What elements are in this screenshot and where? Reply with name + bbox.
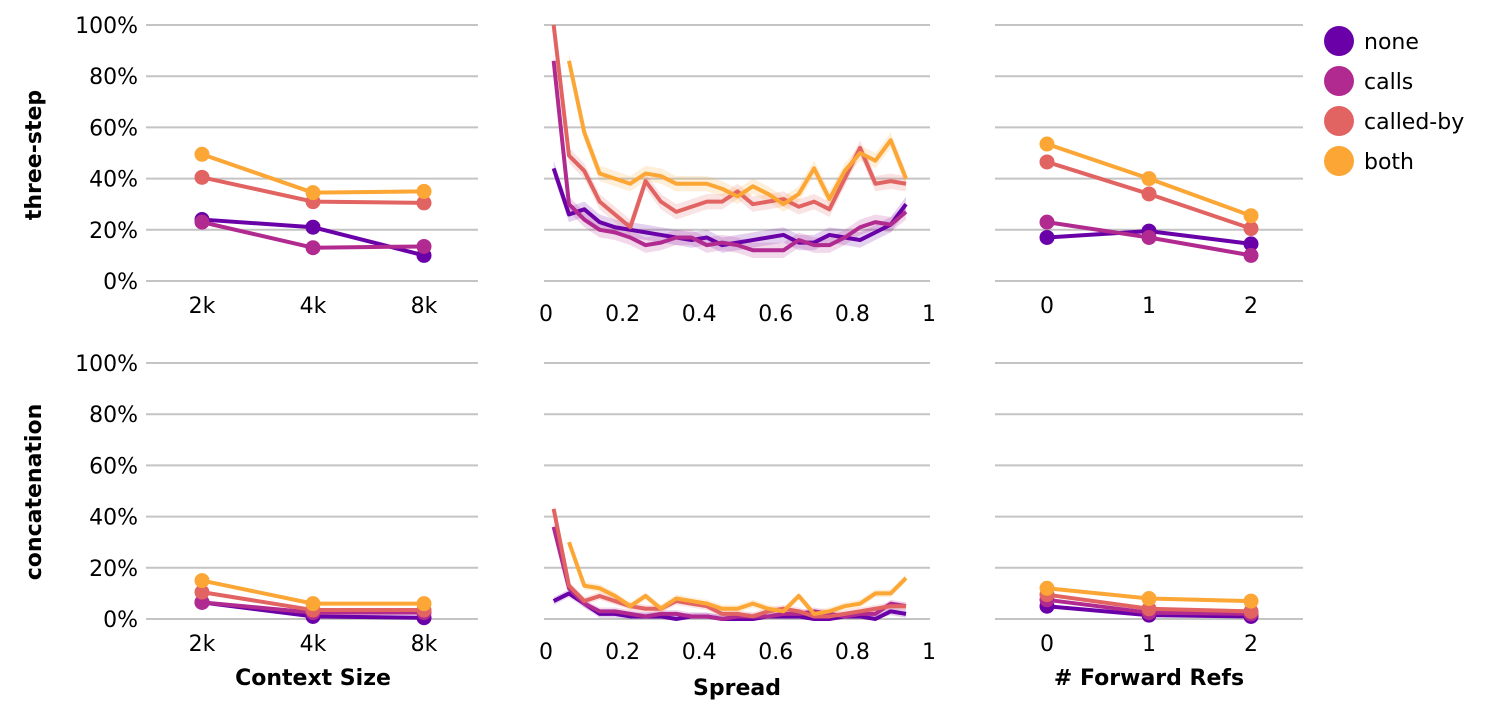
y-tick-label: 80% <box>89 65 138 90</box>
data-point-both <box>1243 208 1259 224</box>
x-axis-title-spread: Spread <box>693 676 781 701</box>
confidence-band-both <box>568 53 907 212</box>
data-point-called-by <box>1141 186 1157 202</box>
x-axis-title-context-size: Context Size <box>235 666 391 691</box>
data-point-none <box>1039 229 1055 245</box>
data-point-both <box>194 573 210 589</box>
x-tick-label: 0.4 <box>682 302 717 327</box>
confidence-band-none <box>553 589 907 619</box>
y-tick-label: 20% <box>89 557 138 582</box>
x-tick-label: 0.2 <box>605 640 640 665</box>
data-point-called-by <box>194 169 210 185</box>
series-line-both <box>567 60 908 207</box>
x-tick-label: 0 <box>539 302 553 327</box>
data-point-calls <box>1243 247 1259 263</box>
y-tick-label: 60% <box>89 454 138 479</box>
x-tick-label: 1 <box>922 302 936 327</box>
legend-swatch-none <box>1324 26 1354 56</box>
x-tick-label: 2k <box>189 294 216 319</box>
x-axis-title-forward-refs: # Forward Refs <box>1054 666 1244 691</box>
x-tick-label: 0.6 <box>758 640 793 665</box>
data-point-both <box>1141 591 1157 607</box>
y-tick-label: 60% <box>89 116 138 141</box>
confidence-band-calls <box>553 523 907 619</box>
y-tick-label: 40% <box>89 168 138 193</box>
row-title-three-step: three-step <box>22 90 47 220</box>
series-line-calls <box>551 526 907 621</box>
data-point-both <box>194 146 210 162</box>
legend-label-both: both <box>1364 150 1414 175</box>
legend-swatch-both <box>1324 146 1354 176</box>
series-line-calls <box>551 60 908 253</box>
data-point-both <box>416 183 432 199</box>
y-tick-label: 0% <box>103 608 138 633</box>
data-point-both <box>1243 593 1259 609</box>
data-point-calls <box>416 238 432 254</box>
x-tick-label: 0.8 <box>835 302 870 327</box>
x-tick-label: 0.2 <box>605 302 640 327</box>
legend: none calls called-by both <box>1324 26 1464 176</box>
data-point-calls <box>194 214 210 230</box>
y-tick-label: 80% <box>89 403 138 428</box>
legend-swatch-called-by <box>1324 106 1354 136</box>
data-point-called-by <box>416 195 432 211</box>
data-point-calls <box>1039 214 1055 230</box>
data-point-called-by <box>194 584 210 600</box>
data-point-both <box>305 596 321 612</box>
gridlines <box>146 24 1303 620</box>
x-tick-label: 8k <box>411 632 438 657</box>
y-tick-label: 20% <box>89 219 138 244</box>
legend-swatch-calls <box>1324 66 1354 96</box>
x-tick-label: 2 <box>1244 294 1258 319</box>
y-tick-label: 40% <box>89 506 138 531</box>
x-tick-label: 4k <box>300 294 327 319</box>
data-point-both <box>1039 136 1055 152</box>
legend-label-none: none <box>1364 30 1419 55</box>
series-line-called-by <box>551 24 907 230</box>
confidence-band-called-by <box>553 25 907 235</box>
x-tick-label: 8k <box>411 294 438 319</box>
data-point-both <box>416 596 432 612</box>
data-point-both <box>1039 580 1055 596</box>
data-point-none <box>305 219 321 235</box>
tick-labels: 0%20%40%60%80%100%2k 4k 8k 0 0.2 0.4 0.6 0.8 1 0 1… <box>75 14 1258 665</box>
x-tick-label: 0 <box>539 640 553 665</box>
data-point-none <box>1243 236 1259 252</box>
data-point-called-by <box>1243 221 1259 237</box>
x-tick-label: 2 <box>1244 632 1258 657</box>
data-point-called-by <box>1039 154 1055 170</box>
x-tick-label: 0.8 <box>835 640 870 665</box>
x-tick-label: 0.6 <box>758 302 793 327</box>
series-line-called-by <box>551 508 907 619</box>
x-tick-label: 0.4 <box>682 640 717 665</box>
data-point-calls <box>305 240 321 256</box>
x-tick-label: 0 <box>1040 294 1054 319</box>
x-tick-label: 1 <box>1142 632 1156 657</box>
series-lines <box>201 24 1252 621</box>
series-line-both <box>567 541 908 616</box>
data-point-both <box>305 185 321 201</box>
x-tick-label: 4k <box>300 632 327 657</box>
data-point-both <box>1141 171 1157 187</box>
y-tick-label: 100% <box>75 352 138 377</box>
legend-label-called-by: called-by <box>1364 110 1464 135</box>
x-tick-label: 1 <box>922 640 936 665</box>
data-point-calls <box>1141 229 1157 245</box>
legend-label-calls: calls <box>1364 70 1413 95</box>
x-tick-label: 0 <box>1040 632 1054 657</box>
series-points <box>194 136 1259 626</box>
x-tick-label: 2k <box>189 632 216 657</box>
y-tick-label: 100% <box>75 14 138 39</box>
y-tick-label: 0% <box>103 270 138 295</box>
row-title-concatenation: concatenation <box>22 404 47 580</box>
x-tick-label: 1 <box>1142 294 1156 319</box>
